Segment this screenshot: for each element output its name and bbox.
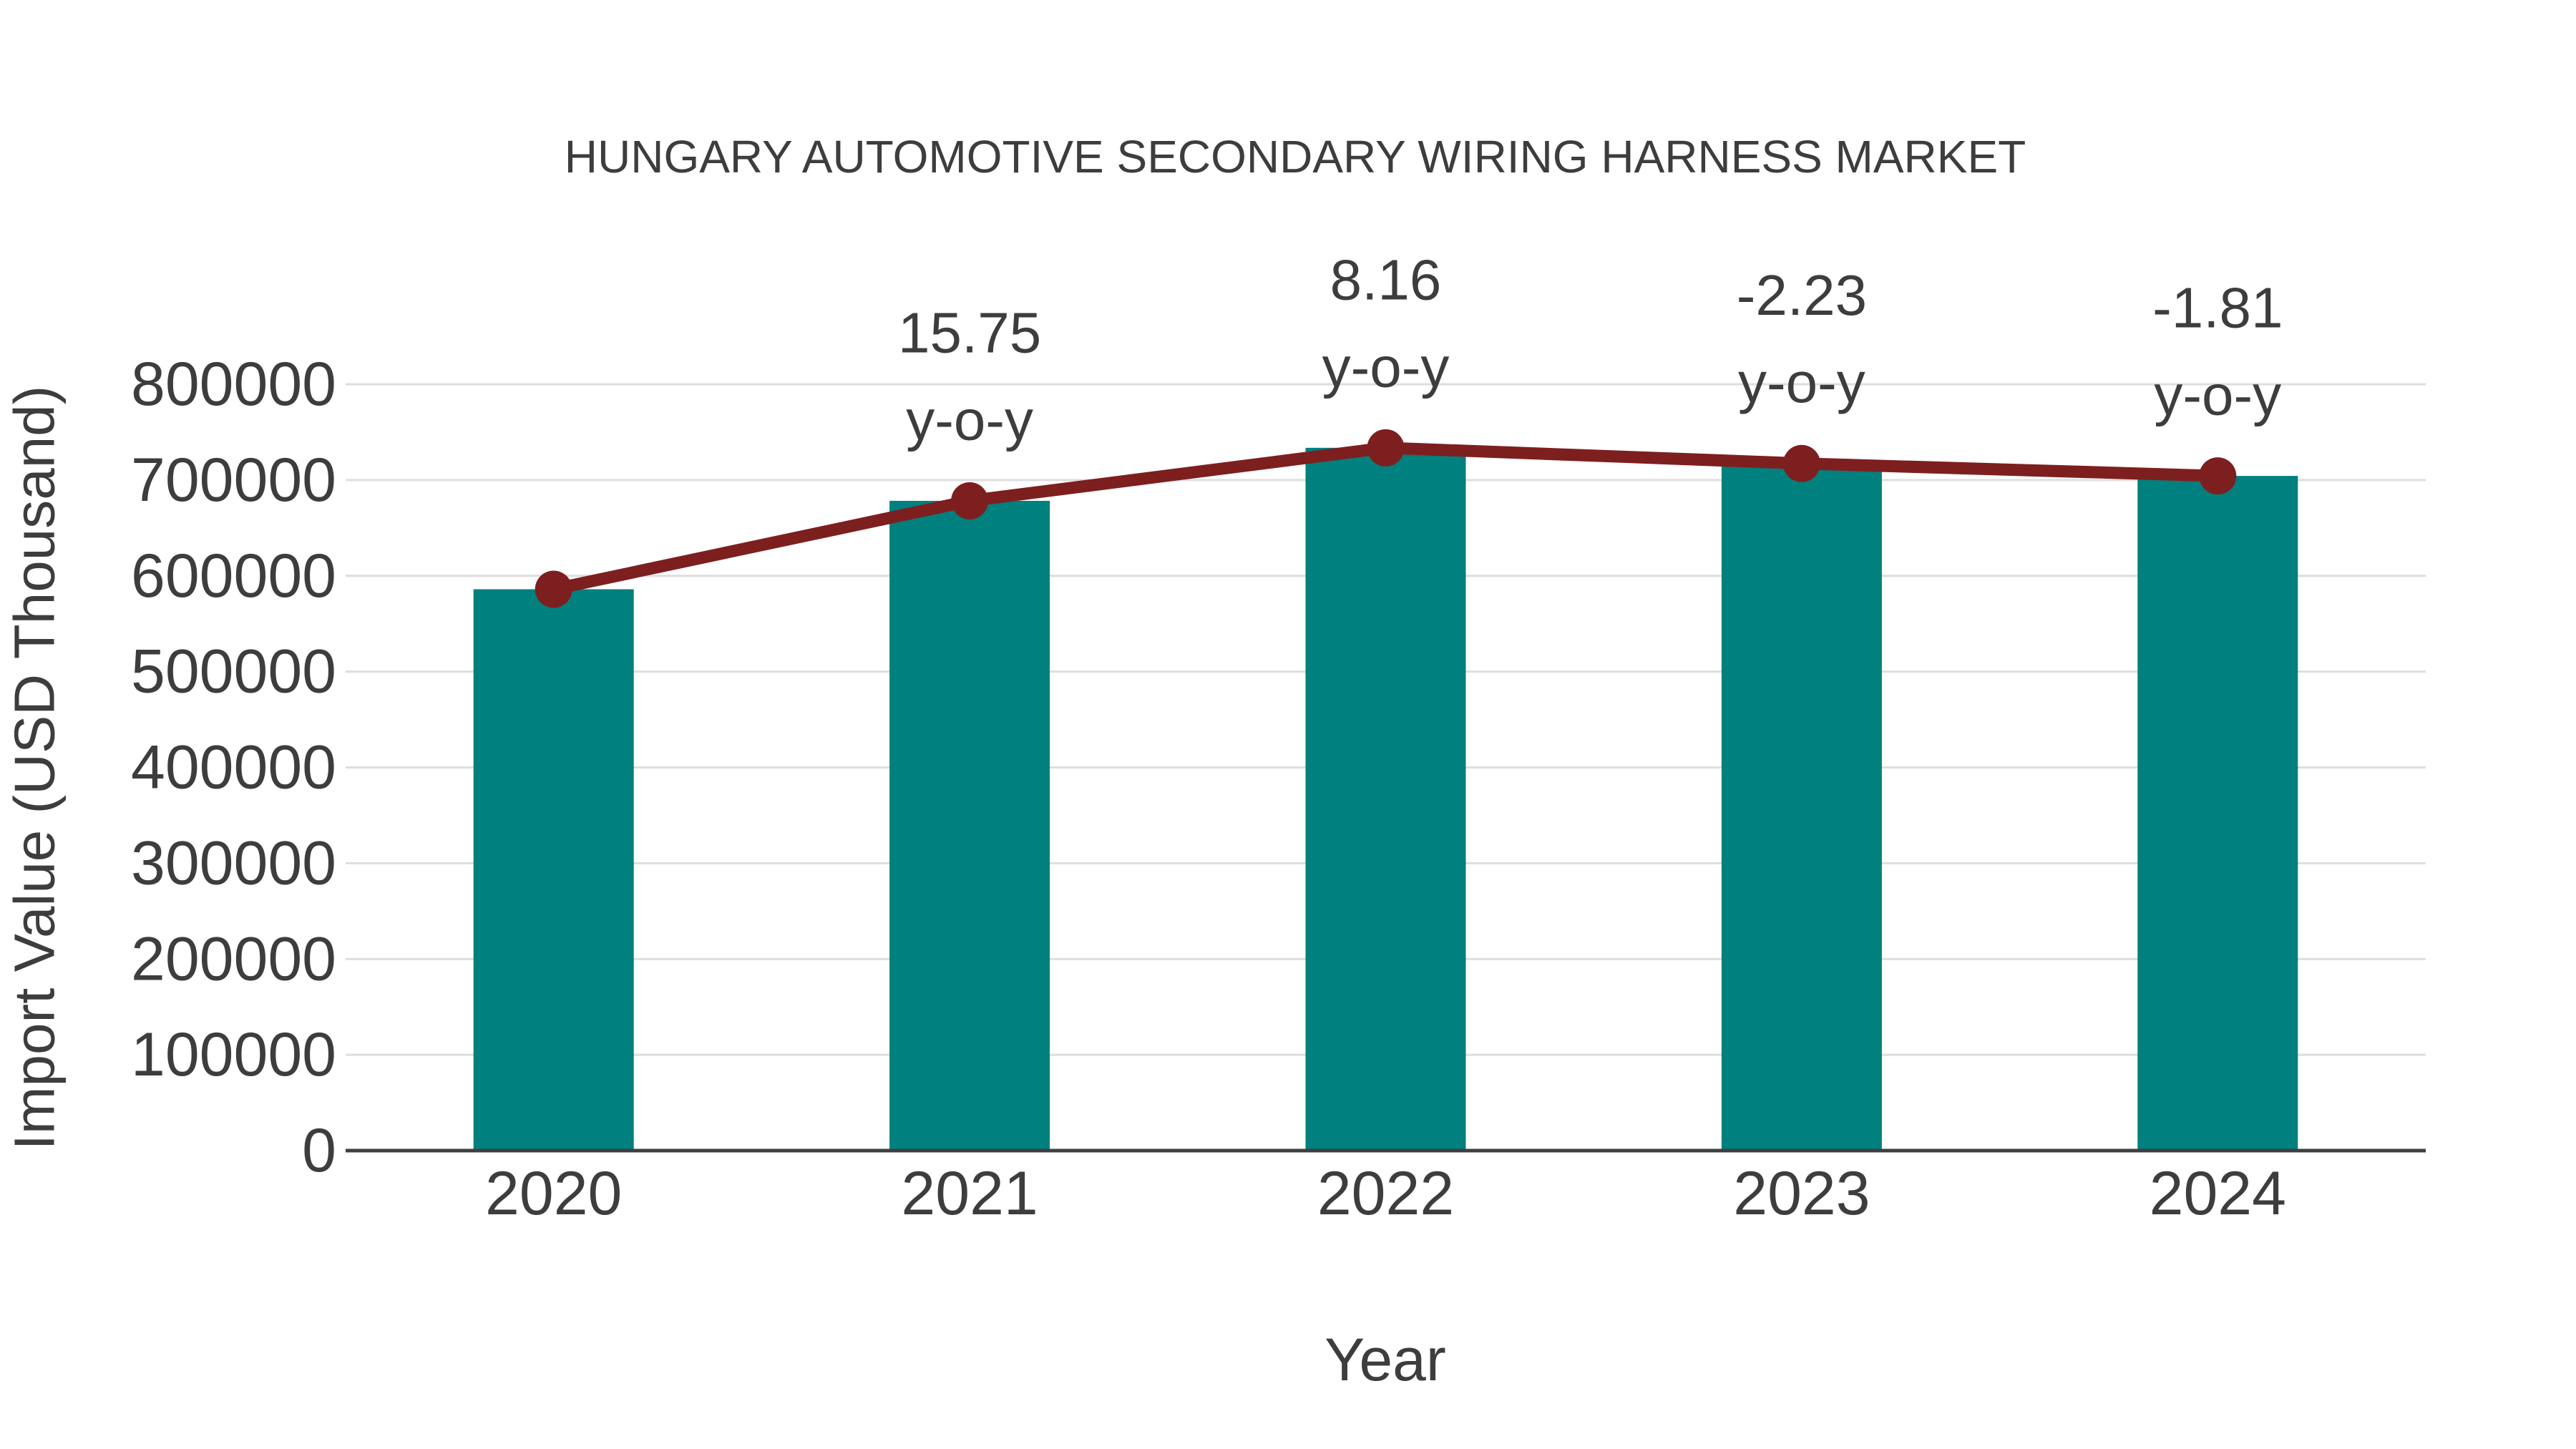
x-tick-label: 2020: [485, 1159, 622, 1228]
y-tick-label: 100000: [131, 1020, 336, 1089]
x-tick-label: 2024: [2150, 1159, 2286, 1228]
yoy-annotation-value: -2.23: [1737, 263, 1867, 327]
trend-marker-2021: [951, 482, 989, 519]
yoy-annotation-suffix: y-o-y: [1738, 351, 1865, 414]
yoy-annotation-suffix: y-o-y: [906, 388, 1033, 452]
y-tick-label: 200000: [131, 924, 336, 993]
yoy-annotation-suffix: y-o-y: [2154, 364, 2281, 427]
x-tick-label: 2021: [901, 1159, 1038, 1228]
y-tick-label: 500000: [131, 638, 336, 706]
y-axis-title: Import Value (USD Thousand): [3, 386, 67, 1151]
trend-marker-2024: [2199, 457, 2237, 495]
bar-2021: [889, 500, 1050, 1151]
y-tick-label: 800000: [131, 350, 336, 419]
bar-2022: [1305, 447, 1466, 1151]
chart-title: HUNGARY AUTOMOTIVE SECONDARY WIRING HARN…: [565, 131, 2026, 182]
trend-marker-2020: [535, 570, 572, 608]
trend-marker-2023: [1782, 444, 1820, 482]
yoy-annotation-value: 15.75: [898, 301, 1041, 364]
y-tick-label: 300000: [131, 829, 336, 897]
x-tick-label: 2023: [1733, 1159, 1870, 1228]
x-tick-label: 2022: [1317, 1159, 1454, 1228]
y-tick-label: 0: [302, 1116, 336, 1185]
yoy-annotation-value: -1.81: [2152, 276, 2283, 340]
y-tick-label: 700000: [131, 446, 336, 514]
bar-2023: [1721, 463, 1882, 1151]
trend-marker-2022: [1367, 429, 1405, 467]
bar-2024: [2137, 476, 2298, 1151]
yoy-annotation-suffix: y-o-y: [1322, 335, 1450, 399]
bar-2020: [473, 589, 634, 1151]
yoy-annotation-value: 8.16: [1330, 248, 1442, 311]
x-axis-title: Year: [1324, 1326, 1446, 1393]
y-tick-label: 400000: [131, 733, 336, 802]
y-tick-label: 600000: [131, 542, 336, 610]
